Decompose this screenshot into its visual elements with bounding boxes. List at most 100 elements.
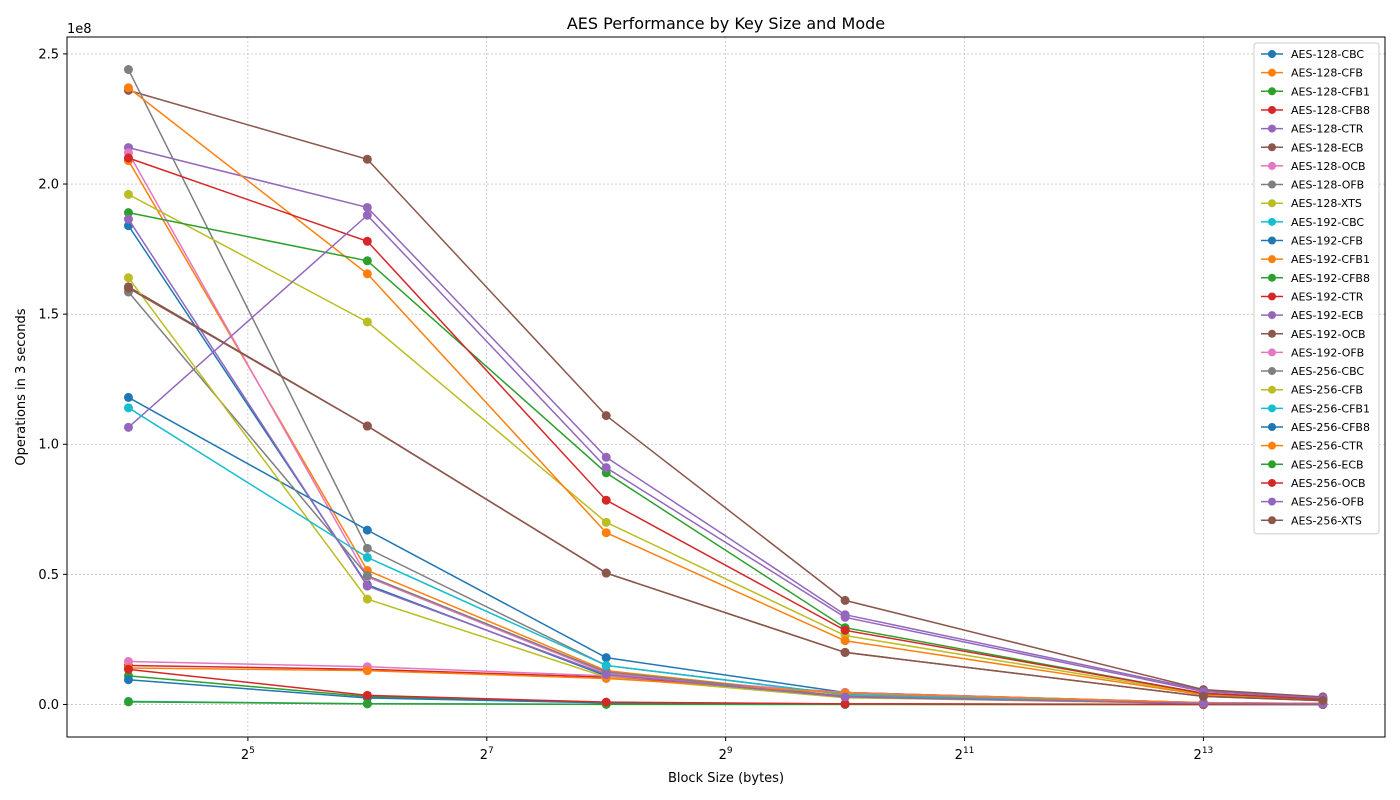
legend-label: AES-256-ECB [1291, 458, 1364, 471]
data-point [601, 411, 611, 421]
legend-item: AES-128-ECB [1261, 141, 1364, 154]
legend-label: AES-192-CFB8 [1291, 272, 1370, 285]
data-point [362, 571, 372, 581]
legend-label: AES-192-CFB [1291, 235, 1363, 248]
legend-item: AES-256-ECB [1261, 458, 1364, 471]
legend-label: AES-256-CFB1 [1291, 402, 1370, 415]
legend-item: AES-256-XTS [1261, 514, 1362, 527]
legend-marker [1268, 143, 1276, 152]
legend: AES-128-CBC AES-128-CFB AES-128-CFB1 AES-12… [1253, 42, 1380, 535]
y-ticks: 0.0 0.5 1.0 1.5 2.0 2.5 [38, 47, 67, 713]
data-point [362, 202, 372, 212]
y-axis-label: Operations in 3 seconds [14, 308, 29, 465]
data-point [1318, 696, 1328, 706]
data-point [362, 699, 372, 709]
data-point [123, 403, 133, 413]
legend-item: AES-192-OFB [1261, 346, 1364, 359]
legend-label: AES-128-ECB [1291, 141, 1364, 154]
data-point [123, 283, 133, 293]
legend-item: AES-128-CFB1 [1261, 85, 1370, 98]
data-point [1198, 698, 1208, 708]
data-point [123, 189, 133, 199]
y-tick-label: 0.0 [38, 698, 59, 713]
series-aes-256-xts [123, 283, 1328, 706]
legend-item: AES-192-ECB [1261, 309, 1364, 322]
legend-label: AES-128-CBC [1291, 48, 1364, 61]
legend-marker [1268, 87, 1276, 96]
legend-item: AES-128-CFB8 [1261, 104, 1370, 117]
data-point [123, 664, 133, 674]
data-point [123, 422, 133, 432]
legend-label: AES-256-CBC [1291, 365, 1364, 378]
data-point [601, 670, 611, 680]
legend-marker [1268, 460, 1276, 469]
data-point [123, 153, 133, 163]
series-line [128, 89, 1323, 698]
data-point [840, 595, 850, 605]
data-point [840, 699, 850, 709]
legend-label: AES-256-CFB8 [1291, 421, 1370, 434]
data-point [601, 495, 611, 505]
legend-label: AES-256-OCB [1291, 477, 1366, 490]
legend-marker [1268, 180, 1276, 189]
legend-item: AES-256-OCB [1261, 477, 1366, 490]
series-line [127, 214, 1323, 699]
data-point [362, 236, 372, 246]
y-tick-label: 2.0 [38, 178, 59, 193]
legend-marker [1268, 497, 1276, 506]
legend-label: AES-192-CBC [1291, 216, 1364, 229]
legend-marker [1268, 441, 1276, 450]
legend-marker [1268, 348, 1276, 357]
data-point [123, 675, 133, 685]
legend-item: AES-192-OCB [1261, 328, 1366, 341]
data-point [362, 210, 372, 220]
data-point [123, 273, 133, 283]
legend-label: AES-192-CTR [1291, 290, 1364, 303]
legend-marker [1268, 404, 1276, 413]
legend-label: AES-192-OCB [1291, 328, 1366, 341]
y-tick-label: 2.5 [38, 47, 59, 62]
x-tick-label: 25 [241, 746, 255, 763]
series-line [128, 157, 1323, 700]
legend-item: AES-128-CBC [1261, 48, 1364, 61]
x-tick-label: 213 [1194, 746, 1214, 763]
legend-label: AES-192-CFB1 [1291, 253, 1370, 266]
data-point [362, 317, 372, 327]
legend-label: AES-128-CFB8 [1291, 104, 1370, 117]
x-ticks: 25 27 29 211 213 [241, 737, 1213, 763]
data-point [123, 657, 133, 667]
series-line [127, 218, 1323, 705]
legend-label: AES-128-XTS [1291, 197, 1362, 210]
legend-marker [1268, 255, 1276, 264]
x-tick-label: 27 [480, 746, 494, 763]
legend-item: AES-256-OFB [1261, 496, 1364, 509]
x-tick-label: 29 [719, 746, 733, 763]
legend-marker [1268, 124, 1276, 133]
y-axis-multiplier: 1e8 [67, 22, 92, 37]
legend-label: AES-128-CFB [1291, 67, 1363, 80]
legend-label: AES-256-XTS [1291, 514, 1362, 527]
data-point [840, 625, 850, 635]
data-point [362, 421, 372, 431]
data-point [601, 660, 611, 670]
data-point [601, 568, 611, 578]
legend-item: AES-256-CFB8 [1261, 421, 1370, 434]
legend-marker [1268, 385, 1276, 394]
series-line [128, 668, 1323, 706]
legend-item: AES-128-OCB [1261, 160, 1366, 173]
legend-item: AES-128-XTS [1261, 197, 1362, 210]
legend-label: AES-256-CFB [1291, 384, 1363, 397]
legend-item: AES-256-CFB1 [1261, 402, 1370, 415]
data-point [362, 690, 372, 700]
legend-item: AES-192-CFB [1261, 235, 1363, 248]
data-point [123, 208, 133, 218]
data-point [362, 552, 372, 562]
data-point [123, 83, 133, 93]
data-point [362, 594, 372, 604]
data-point [123, 392, 133, 402]
legend-marker [1268, 367, 1276, 376]
legend-item: AES-192-CBC [1261, 216, 1364, 229]
legend-label: AES-128-CTR [1291, 123, 1364, 136]
data-point [362, 581, 372, 591]
